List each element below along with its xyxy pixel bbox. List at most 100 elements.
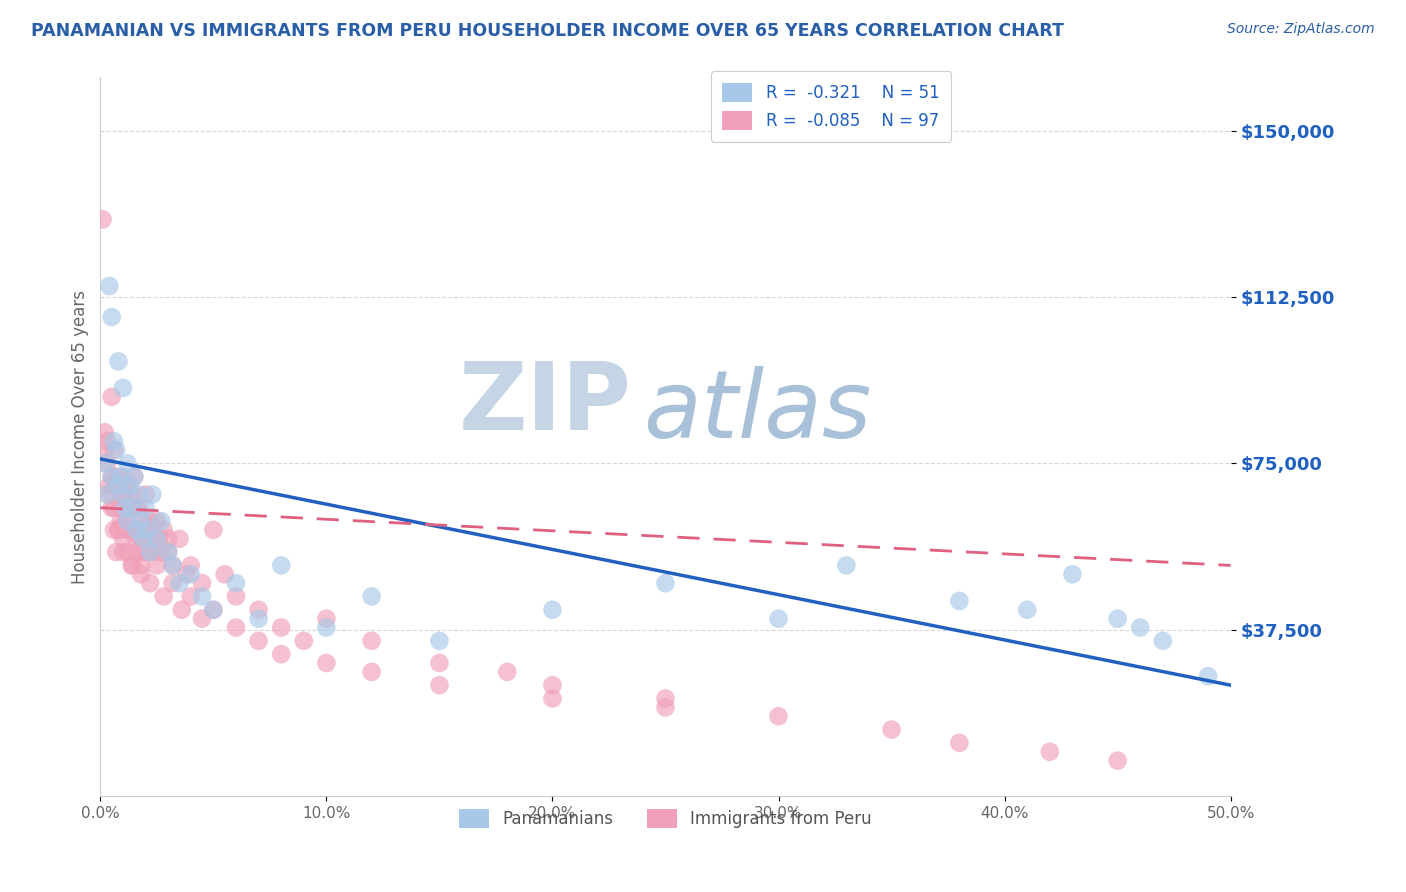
Point: [654, 691, 676, 706]
Point: [170, 603, 193, 617]
Point: [94, 443, 117, 458]
Point: [103, 523, 125, 537]
Point: [110, 487, 132, 501]
Point: [1039, 745, 1062, 759]
Point: [100, 500, 122, 515]
Point: [191, 590, 214, 604]
Point: [128, 487, 150, 501]
Point: [948, 594, 970, 608]
Point: [496, 665, 519, 679]
Y-axis label: Householder Income Over 65 years: Householder Income Over 65 years: [72, 290, 89, 583]
Point: [139, 514, 162, 528]
Point: [132, 514, 155, 528]
Point: [315, 612, 337, 626]
Point: [174, 567, 197, 582]
Point: [541, 603, 564, 617]
Point: [118, 478, 141, 492]
Point: [429, 678, 451, 692]
Point: [247, 612, 270, 626]
Point: [202, 523, 225, 537]
Point: [191, 576, 214, 591]
Text: PANAMANIAN VS IMMIGRANTS FROM PERU HOUSEHOLDER INCOME OVER 65 YEARS CORRELATION : PANAMANIAN VS IMMIGRANTS FROM PERU HOUSE…: [31, 22, 1064, 40]
Point: [150, 545, 173, 559]
Point: [169, 532, 191, 546]
Point: [429, 656, 451, 670]
Point: [202, 603, 225, 617]
Point: [948, 736, 970, 750]
Point: [1107, 612, 1129, 626]
Point: [157, 545, 180, 559]
Text: atlas: atlas: [643, 366, 872, 457]
Point: [111, 469, 134, 483]
Point: [122, 469, 145, 483]
Point: [541, 691, 564, 706]
Text: ZIP: ZIP: [458, 359, 631, 450]
Point: [270, 620, 292, 634]
Point: [103, 443, 125, 458]
Point: [162, 558, 184, 573]
Point: [146, 558, 169, 573]
Point: [191, 612, 214, 626]
Point: [103, 500, 125, 515]
Point: [225, 576, 247, 591]
Point: [225, 620, 247, 634]
Point: [121, 500, 143, 515]
Point: [100, 469, 122, 483]
Point: [835, 558, 858, 573]
Point: [247, 633, 270, 648]
Point: [162, 558, 184, 573]
Point: [1017, 603, 1039, 617]
Point: [1107, 754, 1129, 768]
Point: [117, 523, 139, 537]
Point: [654, 700, 676, 714]
Point: [135, 545, 157, 559]
Point: [214, 567, 236, 582]
Point: [100, 310, 122, 324]
Point: [152, 590, 174, 604]
Point: [107, 354, 129, 368]
Point: [111, 532, 134, 546]
Point: [125, 500, 148, 515]
Point: [135, 500, 157, 515]
Point: [98, 487, 121, 501]
Point: [129, 567, 152, 582]
Point: [315, 620, 337, 634]
Point: [96, 456, 118, 470]
Point: [100, 469, 122, 483]
Point: [202, 603, 225, 617]
Point: [117, 478, 139, 492]
Point: [429, 633, 451, 648]
Point: [139, 545, 162, 559]
Point: [117, 514, 139, 528]
Point: [1129, 620, 1152, 634]
Point: [121, 487, 143, 501]
Point: [360, 665, 382, 679]
Point: [96, 434, 118, 449]
Point: [146, 532, 169, 546]
Point: [98, 279, 121, 293]
Point: [103, 434, 125, 449]
Point: [100, 390, 122, 404]
Point: [768, 612, 790, 626]
Point: [117, 456, 139, 470]
Text: Source: ZipAtlas.com: Source: ZipAtlas.com: [1227, 22, 1375, 37]
Point: [96, 487, 118, 501]
Point: [110, 500, 132, 515]
Point: [1197, 669, 1219, 683]
Point: [143, 545, 166, 559]
Point: [148, 532, 170, 546]
Point: [107, 523, 129, 537]
Point: [360, 590, 382, 604]
Legend: Panamanians, Immigrants from Peru: Panamanians, Immigrants from Peru: [453, 802, 879, 835]
Point: [122, 469, 145, 483]
Point: [247, 603, 270, 617]
Point: [114, 487, 136, 501]
Point: [125, 532, 148, 546]
Point: [157, 545, 180, 559]
Point: [105, 443, 128, 458]
Point: [132, 545, 155, 559]
Point: [180, 590, 202, 604]
Point: [225, 590, 247, 604]
Point: [360, 633, 382, 648]
Point: [105, 469, 128, 483]
